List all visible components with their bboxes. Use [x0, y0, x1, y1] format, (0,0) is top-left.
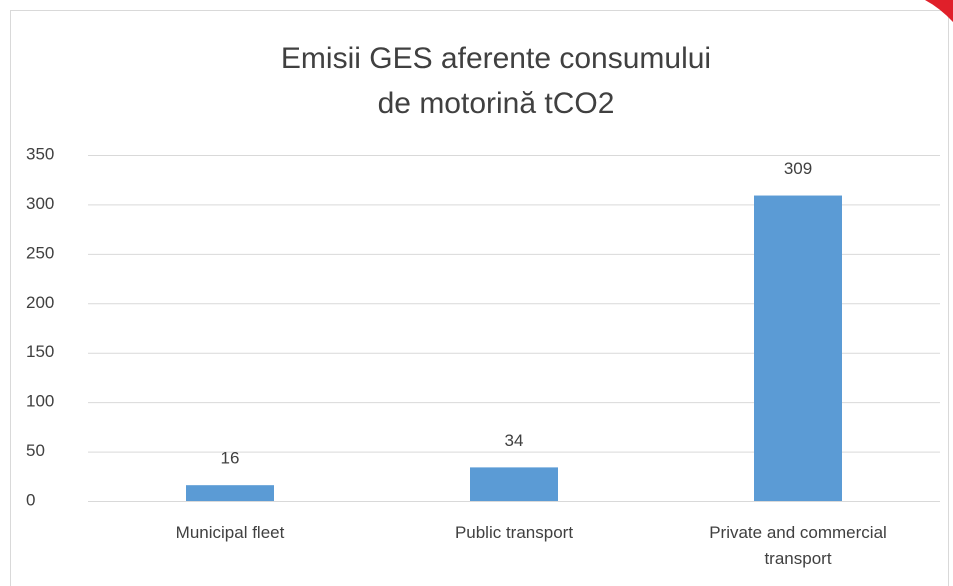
y-tick-label: 0 — [26, 490, 35, 509]
y-tick-label: 300 — [26, 194, 54, 213]
y-tick-label: 250 — [26, 243, 54, 262]
y-tick-label: 200 — [26, 293, 54, 312]
value-label: 34 — [505, 431, 524, 450]
bar — [754, 195, 842, 501]
value-label: 16 — [221, 449, 240, 468]
y-tick-label: 100 — [26, 392, 54, 411]
value-label: 309 — [784, 159, 812, 178]
x-tick-label: Public transport — [454, 523, 574, 542]
bar — [470, 467, 558, 501]
chart-title: de motorină tCO2 — [378, 87, 615, 120]
corner-decoration — [925, 0, 953, 22]
x-tick-label: Municipal fleet — [175, 523, 285, 542]
x-tick-label: Private and commercial transport — [709, 523, 887, 568]
bar — [186, 485, 274, 501]
y-tick-label: 350 — [26, 144, 54, 163]
chart-title: Emisii GES aferente consumului — [281, 42, 711, 75]
y-tick-label: 50 — [26, 441, 45, 460]
y-tick-label: 150 — [26, 342, 54, 361]
